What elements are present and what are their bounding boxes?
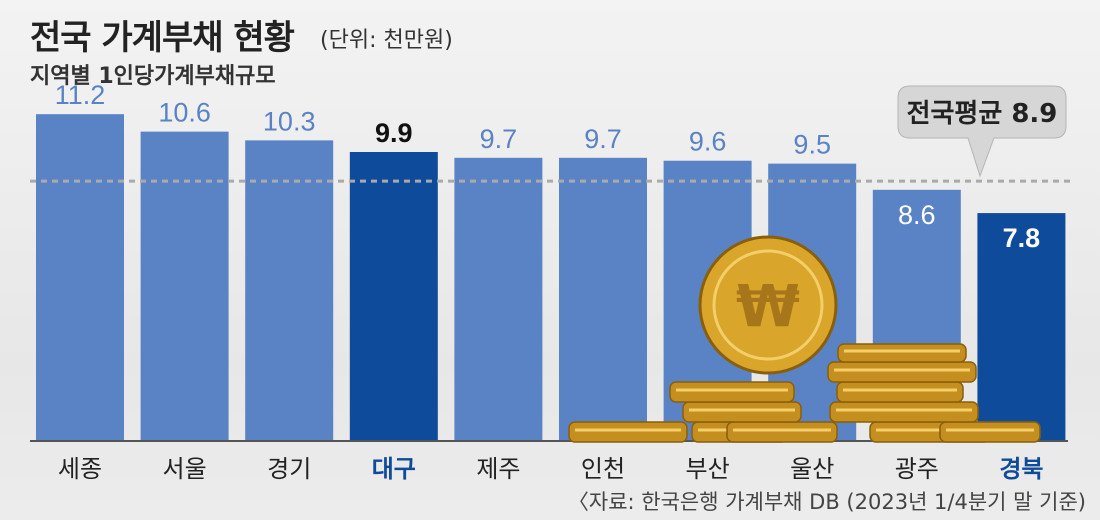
average-label: 전국평균 8.9	[907, 99, 1058, 129]
value-label-울산: 9.5	[793, 130, 831, 160]
category-label-서울: 서울	[163, 455, 207, 483]
value-label-서울: 10.6	[158, 98, 211, 128]
coin-stack-icon	[568, 421, 688, 443]
category-label-경기: 경기	[267, 455, 311, 483]
bar-세종	[36, 114, 124, 440]
source-note: 〈자료: 한국은행 가계부채 DB (2023년 1/4분기 말 기준)	[567, 490, 1086, 514]
category-label-경북: 경북	[999, 455, 1043, 483]
bar-제주	[454, 157, 543, 440]
coin-stack-icon	[827, 361, 977, 383]
won-coin-icon	[712, 249, 824, 361]
category-label-인천: 인천	[581, 455, 625, 483]
value-label-광주: 8.6	[898, 200, 936, 230]
bar-경기	[245, 140, 334, 440]
bar-대구	[349, 152, 438, 440]
coin-stack-icon	[726, 421, 838, 443]
coin-stack-icon	[939, 421, 1041, 443]
value-label-경북: 7.8	[1003, 223, 1041, 253]
bar-인천	[559, 157, 647, 440]
unit-label: (단위: 천만원)	[320, 28, 453, 53]
chart-title: 전국 가계부채 현황	[30, 18, 295, 58]
coin-stack-icon	[669, 381, 795, 403]
coin-stack-icon	[836, 381, 964, 403]
value-label-경기: 10.3	[263, 106, 316, 136]
value-label-부산: 9.6	[689, 127, 727, 157]
value-label-대구: 9.9	[375, 118, 413, 148]
coin-stack-icon	[829, 401, 979, 423]
chart-subtitle: 지역별 1인당가계부채규모	[30, 64, 276, 89]
category-label-광주: 광주	[895, 455, 939, 483]
category-label-제주: 제주	[476, 455, 520, 483]
value-label-제주: 9.7	[480, 124, 518, 154]
won-coin-icon	[698, 235, 838, 375]
category-label-울산: 울산	[790, 455, 834, 483]
coin-stack-icon	[837, 343, 967, 363]
average-callout-bubble	[897, 85, 1067, 178]
bar-서울	[140, 131, 229, 441]
value-label-세종: 11.2	[55, 80, 106, 110]
bar-경북	[977, 213, 1066, 440]
value-label-인천: 9.7	[584, 124, 622, 154]
coin-stack-icon	[682, 401, 802, 423]
category-label-부산: 부산	[686, 455, 730, 483]
category-label-대구: 대구	[372, 455, 416, 483]
category-label-세종: 세종	[58, 455, 102, 483]
won-symbol-icon: ₩	[736, 272, 800, 340]
